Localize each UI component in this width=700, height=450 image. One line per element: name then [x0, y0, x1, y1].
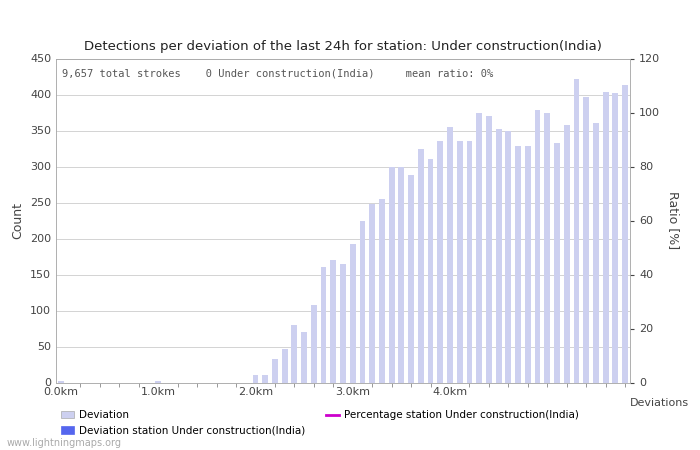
Bar — [58, 381, 64, 382]
Bar — [612, 93, 618, 382]
Title: Detections per deviation of the last 24h for station: Under construction(India): Detections per deviation of the last 24h… — [84, 40, 602, 53]
Bar — [330, 260, 336, 382]
Bar — [622, 85, 628, 382]
Bar — [350, 243, 356, 382]
Bar — [311, 305, 316, 382]
Bar — [564, 125, 570, 382]
Bar — [593, 123, 599, 382]
Legend: Deviation, Deviation station Under construction(India), Percentage station Under: Deviation, Deviation station Under const… — [61, 410, 579, 436]
Bar — [535, 110, 540, 382]
Bar — [476, 112, 482, 382]
Bar — [253, 375, 258, 382]
Bar — [545, 112, 550, 382]
Y-axis label: Ratio [%]: Ratio [%] — [666, 191, 680, 250]
Bar — [457, 141, 463, 382]
Bar — [573, 79, 580, 382]
Bar — [408, 175, 414, 382]
Bar — [583, 97, 589, 382]
Bar — [379, 199, 385, 382]
Bar — [155, 381, 161, 382]
Bar — [291, 325, 298, 382]
Bar — [389, 166, 395, 382]
Bar — [467, 141, 473, 382]
Bar — [428, 159, 433, 382]
Bar — [370, 204, 375, 382]
Y-axis label: Count: Count — [11, 202, 25, 239]
Bar — [554, 144, 560, 382]
Bar — [262, 375, 268, 382]
Bar — [281, 349, 288, 382]
Bar — [447, 127, 453, 382]
Bar — [418, 148, 424, 382]
Bar — [398, 166, 405, 382]
Bar — [496, 129, 502, 382]
Bar — [301, 332, 307, 382]
Bar — [360, 220, 365, 382]
Bar — [525, 146, 531, 382]
Bar — [272, 359, 278, 382]
Text: www.lightningmaps.org: www.lightningmaps.org — [7, 438, 122, 448]
Bar — [438, 141, 443, 382]
Bar — [340, 264, 346, 382]
Bar — [515, 146, 521, 382]
Bar — [486, 116, 492, 382]
Bar — [321, 267, 326, 382]
Bar — [505, 130, 511, 382]
Text: 9,657 total strokes    0 Under construction(India)     mean ratio: 0%: 9,657 total strokes 0 Under construction… — [62, 68, 493, 78]
Bar — [603, 92, 608, 382]
Text: Deviations: Deviations — [630, 398, 689, 408]
